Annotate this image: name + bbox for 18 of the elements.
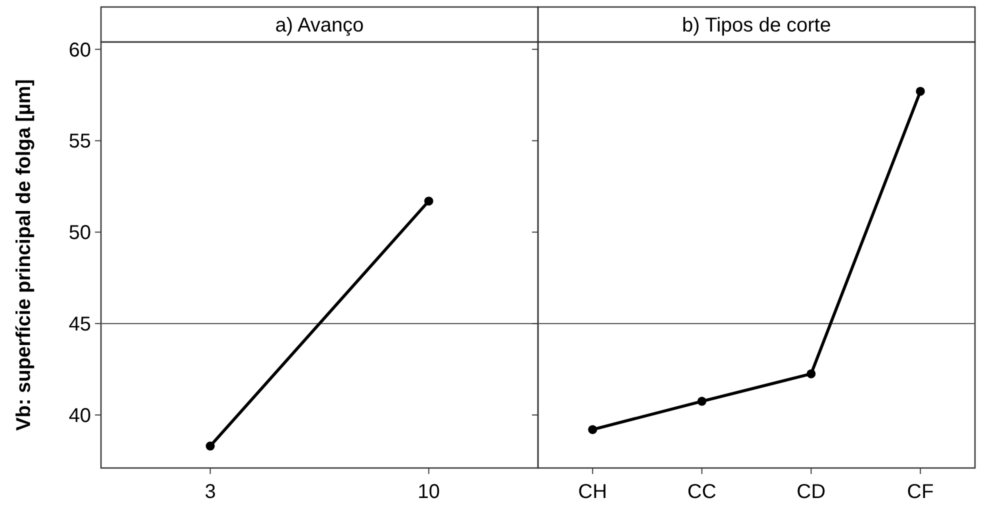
chart-title: b) Tipos de corte <box>682 14 831 36</box>
x-tick-label: CH <box>578 481 608 503</box>
x-tick-label: 3 <box>204 481 216 503</box>
x-tick-label: CC <box>687 481 716 503</box>
y-tick-label: 55 <box>68 130 91 153</box>
y-tick-label: 60 <box>68 39 91 62</box>
point <box>697 396 706 406</box>
y-axis-title: Vb: superfície principal de folga [µm] <box>13 79 35 431</box>
point <box>588 425 598 434</box>
point <box>806 369 816 378</box>
x-tick-label: CD <box>796 481 826 503</box>
y-tick-label: 40 <box>68 404 91 427</box>
point <box>916 86 925 96</box>
y-tick-label: 45 <box>68 314 91 336</box>
chart-title: a) Avanço <box>275 14 364 36</box>
y-tick-label: 50 <box>68 222 91 244</box>
x-tick-label: CF <box>907 481 934 503</box>
x-tick-label: 10 <box>418 481 440 503</box>
